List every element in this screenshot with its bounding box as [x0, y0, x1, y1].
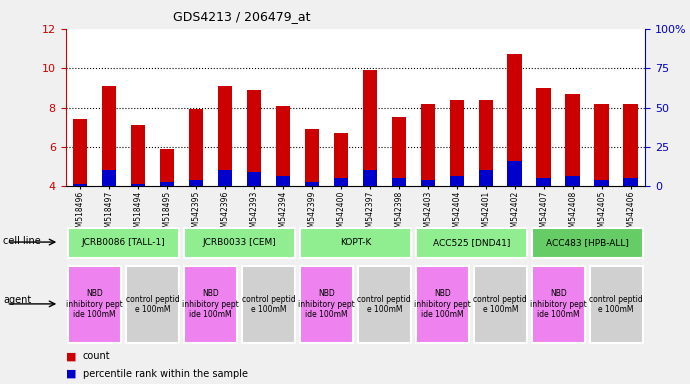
Bar	[68, 228, 179, 258]
Bar	[363, 70, 377, 186]
Bar	[566, 176, 580, 186]
Bar	[531, 265, 585, 343]
Bar	[102, 170, 116, 186]
Bar	[334, 179, 348, 186]
Bar	[247, 90, 262, 186]
Bar	[450, 99, 464, 186]
Text: JCRB0033 [CEM]: JCRB0033 [CEM]	[203, 238, 276, 247]
Bar	[357, 265, 411, 343]
Bar	[241, 265, 295, 343]
Text: control peptid
e 100mM: control peptid e 100mM	[473, 295, 527, 314]
Bar	[68, 265, 121, 343]
Bar	[595, 104, 609, 186]
Bar	[189, 180, 204, 186]
Text: JCRB0086 [TALL-1]: JCRB0086 [TALL-1]	[81, 238, 166, 247]
Bar	[73, 119, 88, 186]
Text: agent: agent	[3, 295, 32, 305]
Bar	[305, 129, 319, 186]
Bar	[595, 180, 609, 186]
Text: KOPT-K: KOPT-K	[339, 238, 371, 247]
Text: ACC525 [DND41]: ACC525 [DND41]	[433, 238, 510, 247]
Text: ■: ■	[66, 369, 79, 379]
Text: control peptid
e 100mM: control peptid e 100mM	[589, 295, 643, 314]
Bar	[184, 228, 295, 258]
Bar	[624, 104, 638, 186]
Bar	[566, 94, 580, 186]
Text: ■: ■	[66, 351, 79, 361]
Bar	[531, 228, 643, 258]
Bar	[473, 265, 527, 343]
Bar	[334, 133, 348, 186]
Bar	[247, 172, 262, 186]
Bar	[276, 106, 290, 186]
Text: NBD
inhibitory pept
ide 100mM: NBD inhibitory pept ide 100mM	[182, 290, 239, 319]
Bar	[126, 265, 179, 343]
Text: cell line: cell line	[3, 236, 41, 246]
Text: NBD
inhibitory pept
ide 100mM: NBD inhibitory pept ide 100mM	[298, 290, 355, 319]
Bar	[218, 170, 233, 186]
Bar	[508, 55, 522, 186]
Text: GDS4213 / 206479_at: GDS4213 / 206479_at	[172, 10, 310, 23]
Bar	[415, 265, 469, 343]
Bar	[479, 99, 493, 186]
Bar	[589, 265, 643, 343]
Bar	[421, 180, 435, 186]
Text: count: count	[83, 351, 110, 361]
Bar	[73, 184, 88, 186]
Bar	[184, 265, 237, 343]
Bar	[160, 149, 175, 186]
Bar	[160, 182, 175, 186]
Bar	[624, 179, 638, 186]
Bar	[415, 228, 527, 258]
Bar	[189, 109, 204, 186]
Bar	[299, 265, 353, 343]
Bar	[537, 179, 551, 186]
Text: NBD
inhibitory pept
ide 100mM: NBD inhibitory pept ide 100mM	[530, 290, 586, 319]
Text: percentile rank within the sample: percentile rank within the sample	[83, 369, 248, 379]
Text: control peptid
e 100mM: control peptid e 100mM	[241, 295, 295, 314]
Bar	[299, 228, 411, 258]
Bar	[450, 176, 464, 186]
Bar	[131, 125, 146, 186]
Bar	[537, 88, 551, 186]
Bar	[479, 170, 493, 186]
Text: control peptid
e 100mM: control peptid e 100mM	[357, 295, 411, 314]
Bar	[131, 184, 146, 186]
Text: NBD
inhibitory pept
ide 100mM: NBD inhibitory pept ide 100mM	[414, 290, 471, 319]
Bar	[363, 170, 377, 186]
Bar	[392, 118, 406, 186]
Text: NBD
inhibitory pept
ide 100mM: NBD inhibitory pept ide 100mM	[66, 290, 123, 319]
Bar	[276, 176, 290, 186]
Text: control peptid
e 100mM: control peptid e 100mM	[126, 295, 179, 314]
Bar	[305, 182, 319, 186]
Text: ACC483 [HPB-ALL]: ACC483 [HPB-ALL]	[546, 238, 629, 247]
Bar	[508, 161, 522, 186]
Bar	[421, 104, 435, 186]
Bar	[102, 86, 116, 186]
Bar	[218, 86, 233, 186]
Bar	[392, 179, 406, 186]
